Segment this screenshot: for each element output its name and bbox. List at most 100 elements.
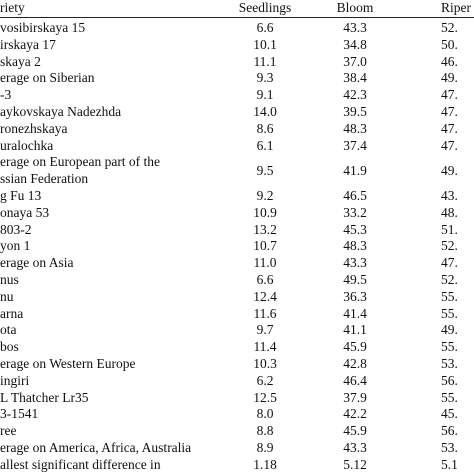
value-cell: 12.5 <box>253 389 277 405</box>
value-cell: 9.1 <box>256 87 274 103</box>
header-rule <box>0 17 474 18</box>
variety-cell: irskaya 17 <box>0 36 56 52</box>
variety-cell: erage on Siberian <box>0 70 95 86</box>
value-cell: 6.2 <box>256 372 274 388</box>
value-cell: 48.3 <box>343 120 367 136</box>
variety-cell: bos <box>0 339 19 355</box>
value-cell: 36.3 <box>343 288 367 304</box>
value-cell: 56. <box>441 423 458 439</box>
variety-cell: erage on Asia <box>0 255 74 271</box>
value-cell: 41.4 <box>343 305 367 321</box>
header-cell: Riper <box>441 0 471 15</box>
value-cell: 37.9 <box>343 389 367 405</box>
value-cell: 55. <box>441 339 458 355</box>
variety-cell: L Thatcher Lr35 <box>0 389 89 405</box>
value-cell: 34.8 <box>343 36 367 52</box>
value-cell: 51. <box>441 221 458 237</box>
value-cell: 42.2 <box>343 406 367 422</box>
variety-cell: uralochka <box>0 137 54 153</box>
value-cell: 10.1 <box>253 36 277 52</box>
value-cell: 14.0 <box>253 104 277 119</box>
variety-cell: arna <box>0 305 24 321</box>
value-cell: 6.6 <box>256 272 274 287</box>
value-cell: 45.9 <box>343 339 367 355</box>
value-cell: 43. <box>441 188 458 203</box>
value-cell: 45.9 <box>343 423 367 439</box>
value-cell: 52. <box>441 238 458 254</box>
variety-cell: aykovskaya Nadezhda <box>0 104 122 119</box>
variety-cell: erage on European part of the <box>0 154 161 170</box>
value-cell: 48.3 <box>343 238 367 254</box>
variety-cell: allest significant difference in <box>0 456 161 472</box>
value-cell: 10.7 <box>253 238 277 254</box>
value-cell: 43.3 <box>343 20 367 35</box>
variety-cell: nus <box>0 272 19 287</box>
value-cell: 49. <box>441 322 458 338</box>
value-cell: 5.12 <box>343 456 367 472</box>
value-cell: 46.5 <box>343 188 367 203</box>
value-cell: 47. <box>441 120 458 136</box>
header-cell: riety <box>0 0 25 15</box>
value-cell: 9.7 <box>256 322 274 338</box>
value-cell: 33.2 <box>343 204 367 220</box>
value-cell: 9.2 <box>256 188 274 203</box>
variety-cell: nu <box>0 288 14 304</box>
variety-cell: 3-1541 <box>0 406 39 422</box>
value-cell: 46.4 <box>343 372 367 388</box>
value-cell: 1.18 <box>253 456 277 472</box>
variety-cell: g Fu 13 <box>0 188 42 203</box>
value-cell: 9.3 <box>256 70 274 86</box>
value-cell: 8.6 <box>256 120 274 136</box>
value-cell: 11.0 <box>253 255 277 271</box>
value-cell: 5.1 <box>441 456 458 472</box>
variety-cell: erage on America, Africa, Australia <box>0 440 192 455</box>
value-cell: 50. <box>441 36 458 52</box>
value-cell: 11.6 <box>253 305 277 321</box>
variety-cell: yon 1 <box>0 238 31 254</box>
variety-cell: ssian Federation <box>0 171 89 187</box>
variety-cell: onaya 53 <box>0 204 50 220</box>
value-cell: 38.4 <box>343 70 367 86</box>
value-cell: 56. <box>441 372 458 388</box>
value-cell: 11.1 <box>253 53 277 69</box>
value-cell: 47. <box>441 104 458 119</box>
value-cell: 42.8 <box>343 356 367 371</box>
value-cell: 43.3 <box>343 255 367 271</box>
value-cell: 10.9 <box>253 204 277 220</box>
variety-cell: ree <box>0 423 17 439</box>
value-cell: 46. <box>441 53 458 69</box>
variety-cell: ota <box>0 322 17 338</box>
value-cell: 53. <box>441 440 458 455</box>
value-cell: 52. <box>441 272 458 287</box>
variety-cell: vosibirskaya 15 <box>0 20 86 35</box>
variety-cell: 803-2 <box>0 221 32 237</box>
value-cell: 8.0 <box>256 406 274 422</box>
value-cell: 43.3 <box>343 440 367 455</box>
value-cell: 47. <box>441 255 458 271</box>
value-cell: 39.5 <box>343 104 367 119</box>
value-cell: 8.8 <box>256 423 274 439</box>
value-cell: 6.6 <box>256 20 274 35</box>
value-cell: 9.5 <box>256 162 274 178</box>
value-cell: 11.4 <box>253 339 277 355</box>
value-cell: 47. <box>441 87 458 103</box>
value-cell: 55. <box>441 288 458 304</box>
header-cell: Seedlings <box>238 0 292 15</box>
value-cell: 45. <box>441 406 458 422</box>
header-cell: Bloom <box>336 0 374 15</box>
value-cell: 55. <box>441 305 458 321</box>
value-cell: 48. <box>441 204 458 220</box>
value-cell: 49.5 <box>343 272 367 287</box>
variety-cell: ronezhskaya <box>0 120 68 136</box>
value-cell: 42.3 <box>343 87 367 103</box>
value-cell: 45.3 <box>343 221 367 237</box>
value-cell: 47. <box>441 137 458 153</box>
value-cell: 13.2 <box>253 221 277 237</box>
value-cell: 8.9 <box>256 440 274 455</box>
value-cell: 10.3 <box>253 356 277 371</box>
value-cell: 49. <box>441 162 458 178</box>
value-cell: 41.9 <box>343 162 367 178</box>
variety-cell: erage on Western Europe <box>0 356 136 371</box>
value-cell: 41.1 <box>343 322 367 338</box>
